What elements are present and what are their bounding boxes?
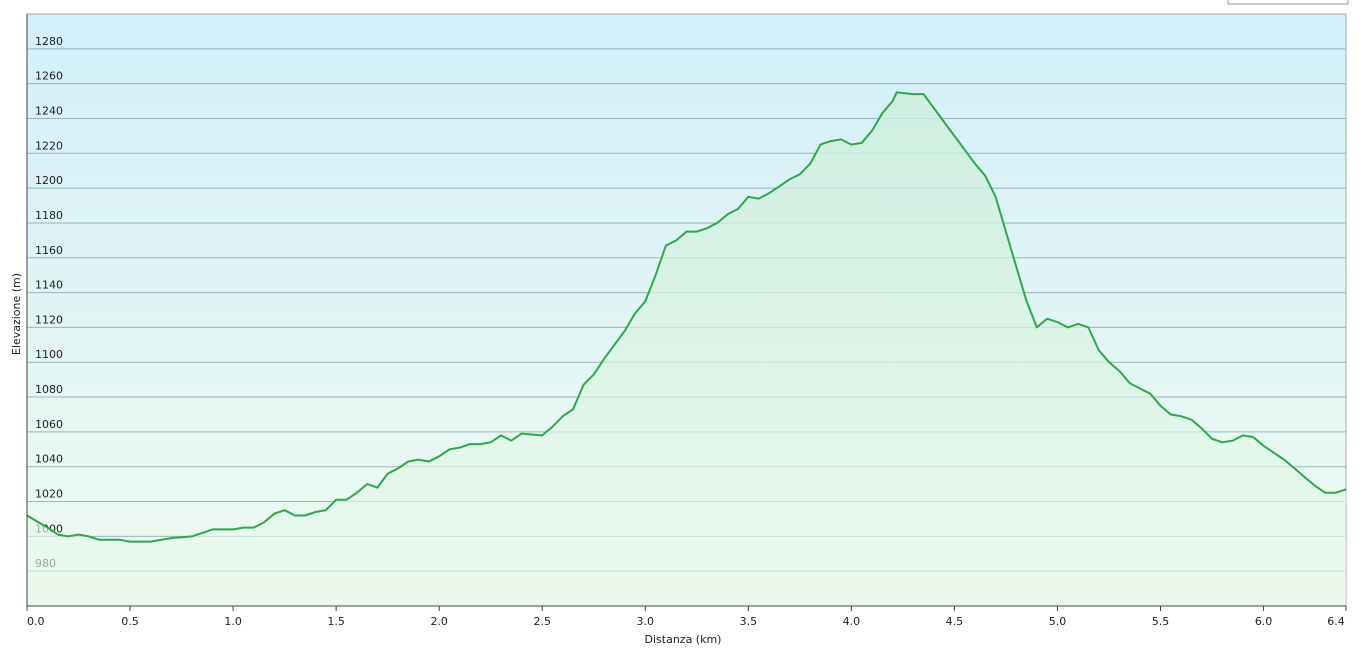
x-tick-label: 2.5 (533, 615, 551, 628)
x-tick-label: 1.5 (327, 615, 345, 628)
y-tick-label: 1200 (35, 174, 63, 187)
x-tick-label: 3.0 (637, 615, 655, 628)
x-tick-label: 3.5 (740, 615, 758, 628)
y-tick-label: 1180 (35, 209, 63, 222)
area-fill (27, 92, 1346, 606)
x-tick-label: 4.5 (946, 615, 964, 628)
x-tick-label: 1.0 (224, 615, 242, 628)
elevation-line (26, 91, 1347, 543)
x-tick-label: 5.5 (1152, 615, 1170, 628)
x-tick-label: 0.5 (121, 615, 139, 628)
x-tick-label: 0.0 (27, 615, 45, 628)
y-tick-label: 1240 (35, 104, 63, 117)
y-tick-label: 1100 (35, 348, 63, 361)
x-tick-label: 4.0 (843, 615, 861, 628)
y-tick-label: 1120 (35, 313, 63, 326)
y-tick-label: 1060 (35, 418, 63, 431)
x-tick-label: 2.0 (430, 615, 448, 628)
x-tick-label: 6.4 (1327, 615, 1345, 628)
top-box (1227, 0, 1349, 5)
y-axis-label: Elevazione (m) (10, 273, 23, 355)
y-tick-label: 1040 (35, 453, 63, 466)
x-tick-label: 6.0 (1255, 615, 1273, 628)
y-tick-label: 1160 (35, 244, 63, 257)
y-tick-label: 1020 (35, 488, 63, 501)
y-tick-label: 1140 (35, 279, 63, 292)
x-tick-label: 5.0 (1049, 615, 1067, 628)
y-tick-label: 1280 (35, 35, 63, 48)
y-tick-label: 1260 (35, 70, 63, 83)
x-axis-label: Distanza (km) (645, 633, 722, 646)
y-tick-label: 1220 (35, 139, 63, 152)
y-tick-label: 1080 (35, 383, 63, 396)
